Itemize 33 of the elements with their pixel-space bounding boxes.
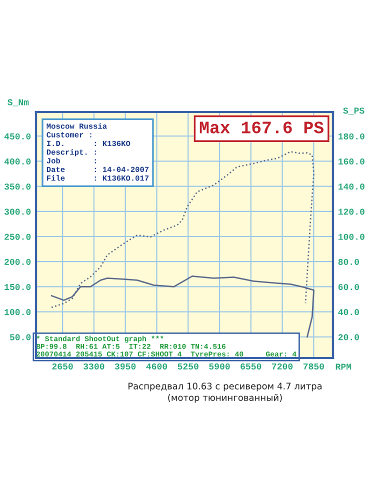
y-tick-label: 50.0 [10,334,31,340]
y-tick-label: 450.0 [4,133,31,140]
y2-axis-title: S_PS [343,108,364,115]
y2-tick-label: 80.0 [338,258,360,265]
y-tick-label: 250.0 [4,234,31,240]
annotation: Max 167.6 PS [200,122,324,134]
x-tick-label: 3950 [114,363,136,370]
y-axis-title: S_Nm [8,99,29,106]
x-tick-label: 6550 [240,363,262,370]
x-tick-label: 7200 [272,363,293,370]
y2-tick-label: 60.0 [338,284,360,290]
y-tick-label: 150.0 [4,284,31,290]
text: Распредвал 10.63 с ресивером 4.7 литра [128,382,322,392]
x-tick-label: 5900 [209,363,230,370]
y-tick-label: 400.0 [4,158,31,165]
x-axis-title: RPM [336,364,352,370]
y2-tick-label: 20.0 [338,334,360,340]
text: (мотор тюнингованный) [168,394,282,403]
x-tick-label: 5250 [178,363,198,370]
y-tick-label: 100.0 [4,309,31,316]
y-tick-label: 200.0 [4,258,31,265]
x-tick-label: 2650 [52,363,73,370]
y2-tick-label: 100.0 [338,234,364,240]
x-tick-label: 3300 [84,363,104,370]
y-tick-label: 350.0 [4,184,31,190]
y-tick-label: 300.0 [4,208,31,215]
y2-tick-label: 120.0 [338,208,364,215]
x-tick-label: 7850 [303,363,324,370]
x-tick-label: 4600 [146,363,168,370]
y2-tick-label: 140.0 [338,184,364,190]
y2-tick-label: 160.0 [338,158,364,165]
y2-tick-label: 40.0 [338,309,360,316]
y2-tick-label: 180.0 [338,133,364,140]
